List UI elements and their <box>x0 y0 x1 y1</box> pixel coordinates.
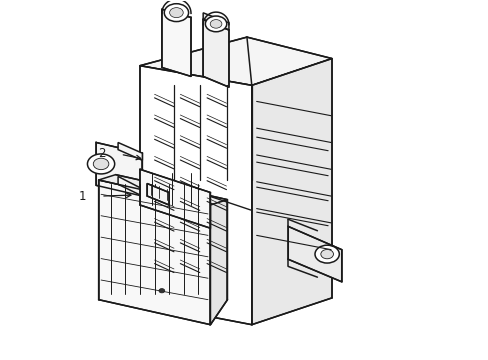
Polygon shape <box>162 9 191 76</box>
Polygon shape <box>99 175 227 205</box>
Circle shape <box>93 158 109 170</box>
Polygon shape <box>203 19 228 87</box>
Polygon shape <box>96 143 142 196</box>
Polygon shape <box>210 200 227 325</box>
Polygon shape <box>99 180 210 325</box>
Circle shape <box>320 249 333 259</box>
Circle shape <box>205 16 226 32</box>
Circle shape <box>87 154 115 174</box>
Circle shape <box>314 245 339 263</box>
Circle shape <box>164 4 188 22</box>
Circle shape <box>159 289 164 293</box>
Polygon shape <box>118 176 142 196</box>
Text: 2: 2 <box>98 147 106 160</box>
Polygon shape <box>140 169 210 228</box>
Polygon shape <box>140 37 331 85</box>
Text: 1: 1 <box>79 190 86 203</box>
Polygon shape <box>203 13 228 30</box>
Polygon shape <box>251 59 331 325</box>
Polygon shape <box>287 226 341 282</box>
Polygon shape <box>147 184 169 205</box>
Polygon shape <box>118 143 142 160</box>
Circle shape <box>210 19 222 28</box>
Polygon shape <box>140 66 251 325</box>
Circle shape <box>169 8 183 18</box>
